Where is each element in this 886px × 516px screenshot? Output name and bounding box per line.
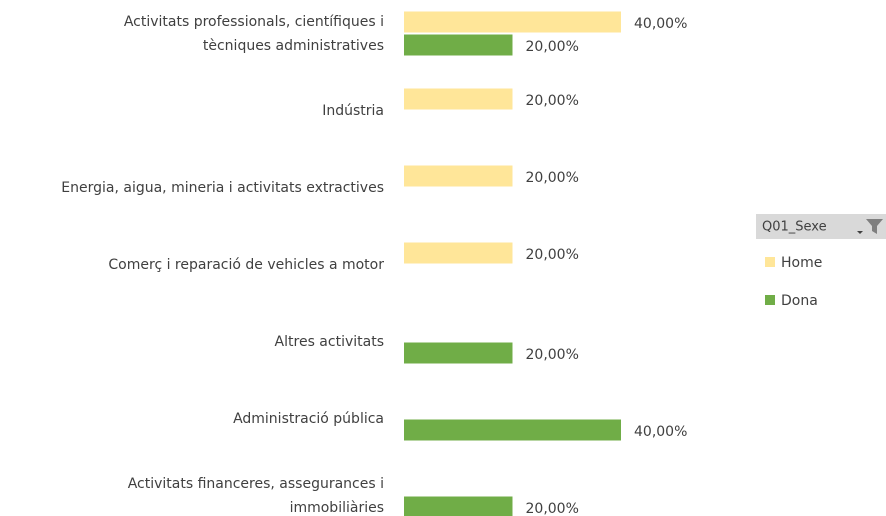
legend-swatch (765, 295, 775, 305)
value-label: 20,00% (526, 501, 579, 516)
bar (404, 165, 513, 187)
dropdown-icon[interactable] (857, 231, 863, 234)
category-label: Energia, aigua, mineria i activitats ext… (61, 180, 384, 196)
bar (404, 34, 513, 56)
filter-icon[interactable] (866, 219, 883, 234)
legend-swatch (765, 257, 775, 267)
bar (404, 242, 513, 264)
value-label: 20,00% (526, 347, 579, 363)
bar (404, 88, 513, 110)
category-label: Comerç i reparació de vehicles a motor (108, 257, 384, 273)
legend-label: Home (781, 255, 822, 271)
category-label: Activitats professionals, científiques i… (123, 14, 384, 54)
value-label: 20,00% (526, 93, 579, 109)
value-label: 20,00% (526, 170, 579, 186)
value-label: 20,00% (526, 247, 579, 263)
bar (404, 496, 513, 516)
bar (404, 342, 513, 364)
legend-title: Q01_Sexe (762, 220, 827, 235)
legend-label: Dona (781, 293, 818, 309)
category-label: Altres activitats (274, 334, 384, 350)
category-label: Administració pública (233, 411, 384, 427)
value-label: 40,00% (634, 16, 687, 32)
value-label: 40,00% (634, 424, 687, 440)
category-label: Activitats financeres, assegurances i im… (127, 476, 384, 516)
bar (404, 419, 621, 441)
bar (404, 11, 621, 33)
value-label: 20,00% (526, 39, 579, 55)
legend-header (756, 214, 886, 239)
category-label: Indústria (322, 103, 384, 119)
